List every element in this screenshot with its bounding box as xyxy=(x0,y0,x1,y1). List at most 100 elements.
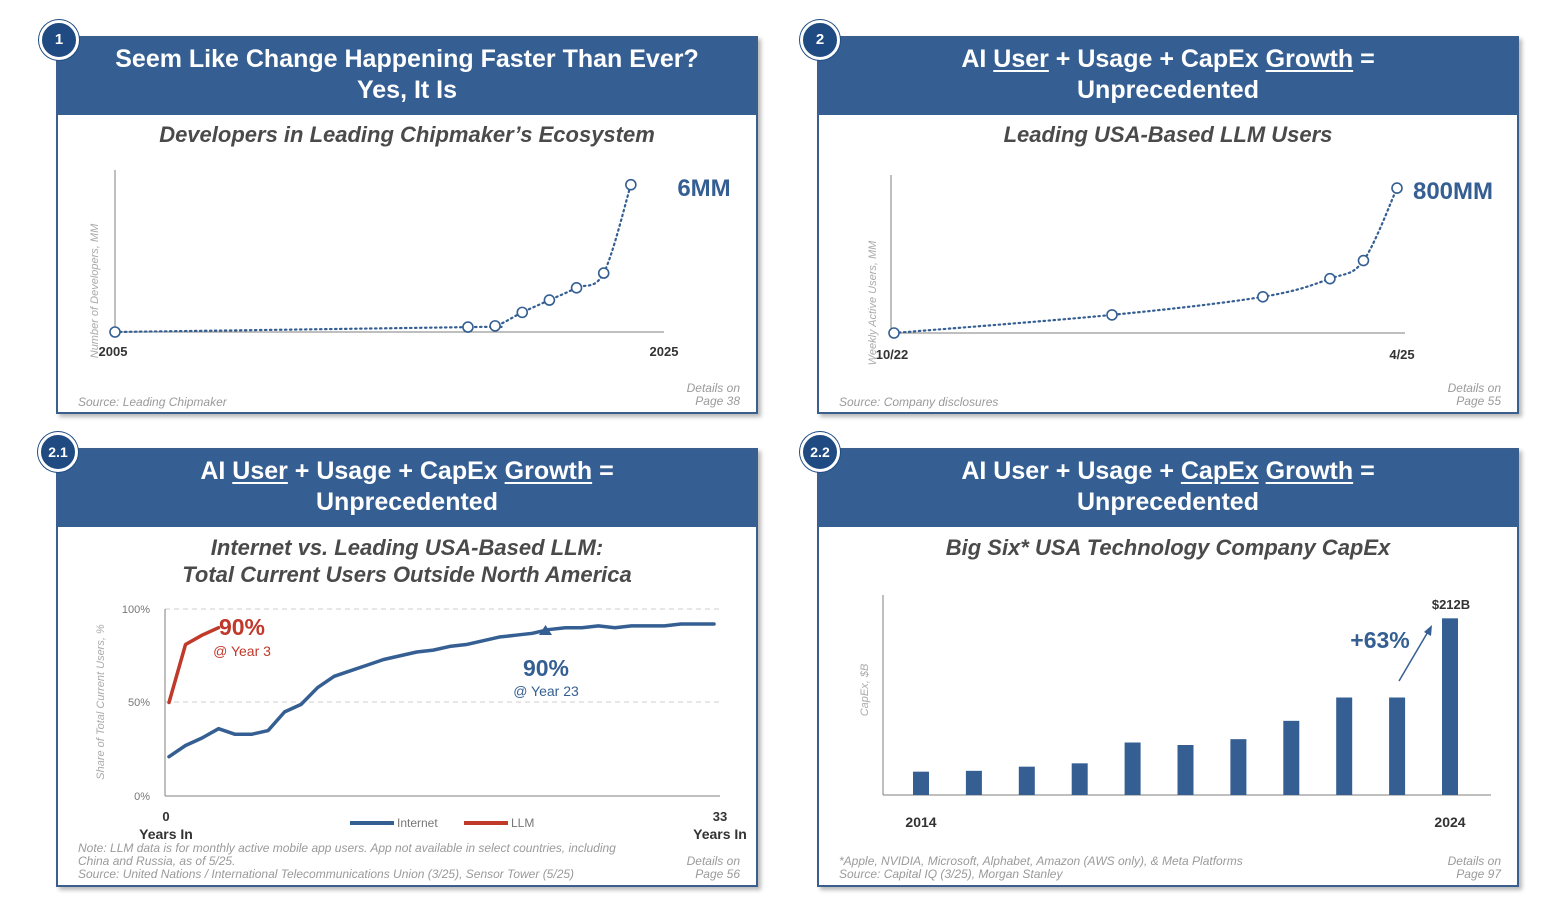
panel-number-badge: 2 xyxy=(800,20,840,60)
llm-users-line-chart: Weekly Active Users, MM 10/22 4/25 800MM xyxy=(867,175,1493,366)
details-line2: Page 38 xyxy=(695,394,740,408)
capex-bar-chart: CapEx, $B 2014 2024 $212B +63% xyxy=(859,595,1491,830)
title-text: AI xyxy=(961,45,994,73)
callout-800mm: 800MM xyxy=(1413,178,1493,205)
growth-callout: +63% xyxy=(1350,627,1409,653)
note-line1: Note: LLM data is for monthly active mob… xyxy=(78,841,616,855)
bar-2019 xyxy=(1177,745,1194,795)
internet-callout-sub: @ Year 23 xyxy=(513,683,579,699)
y-tick-0: 0% xyxy=(134,791,150,803)
bar-2024 xyxy=(1442,618,1458,795)
chart-subtitle: Big Six* USA Technology Company CapEx xyxy=(945,535,1391,560)
title-text: = xyxy=(592,457,614,485)
bar-2017 xyxy=(1071,763,1088,795)
data-point xyxy=(543,294,556,306)
title-text: = xyxy=(1353,45,1375,73)
panel-header: Seem Like Change Happening Faster Than E… xyxy=(58,38,756,115)
developers-line-chart: Number of Developers, MM 2005 2025 6MM xyxy=(89,170,731,359)
footnote-line: *Apple, NVIDIA, Microsoft, Alphabet, Ama… xyxy=(839,854,1243,868)
y-tick-100: 100% xyxy=(122,604,150,616)
data-point xyxy=(516,306,529,319)
panel-developers: Seem Like Change Happening Faster Than E… xyxy=(56,36,758,414)
details-line1: Details on xyxy=(686,854,740,868)
x-tick-end: 2025 xyxy=(650,344,679,359)
title-text: AI xyxy=(200,457,233,485)
x-caption-end: Years In xyxy=(693,826,747,842)
x-caption-start: Years In xyxy=(139,826,193,842)
panel-header: AI User + Usage + CapEx Growth = Unprece… xyxy=(819,450,1517,527)
chart-subtitle: Leading USA-Based LLM Users xyxy=(1003,122,1333,147)
llm-series-line xyxy=(167,625,221,705)
title-text: + Usage + CapEx xyxy=(287,457,505,485)
title-text: + Usage + CapEx xyxy=(1048,45,1266,73)
legend-label-internet: Internet xyxy=(397,816,438,830)
data-point xyxy=(570,282,583,294)
chart-subtitle: Internet vs. Leading USA-Based LLM: Tota… xyxy=(58,534,756,588)
panel-title-line2: Unprecedented xyxy=(1077,488,1259,516)
details-line1: Details on xyxy=(1447,381,1501,395)
data-point xyxy=(888,327,900,339)
subtitle-line2: Total Current Users Outside North Americ… xyxy=(182,562,632,587)
growth-arrow-icon xyxy=(1398,629,1430,682)
data-point xyxy=(489,320,501,332)
x-tick-end: 4/25 xyxy=(1389,347,1414,362)
panel-header: AI User + Usage + CapEx Growth = Unprece… xyxy=(819,38,1517,115)
details-line2: Page 55 xyxy=(1456,394,1501,408)
details-line2: Page 97 xyxy=(1456,867,1501,881)
data-point xyxy=(1357,254,1370,267)
panel-title-line1: Seem Like Change Happening Faster Than E… xyxy=(115,45,699,73)
footnote-note: *Apple, NVIDIA, Microsoft, Alphabet, Ama… xyxy=(839,855,1243,881)
panel-header: AI User + Usage + CapEx Growth = Unprece… xyxy=(58,450,756,527)
legend-label-llm: LLM xyxy=(511,816,534,830)
llm-callout-value: 90% xyxy=(219,614,265,640)
x-tick-start: 2005 xyxy=(99,344,128,359)
bar-2020 xyxy=(1230,739,1247,795)
internet-vs-llm-line-chart: Share of Total Current Users, % 100% 50%… xyxy=(95,604,747,842)
data-point xyxy=(625,178,637,191)
x-tick-end: 33 xyxy=(713,809,727,824)
bar-top-label: $212B xyxy=(1432,597,1470,612)
x-tick-start: 0 xyxy=(162,809,169,824)
data-point xyxy=(1391,182,1403,194)
bar-2021 xyxy=(1283,720,1300,795)
panel-number-badge: 1 xyxy=(39,20,79,60)
details-line1: Details on xyxy=(686,381,740,395)
bar-2023 xyxy=(1389,697,1406,795)
title-underlined-growth: Growth xyxy=(1265,457,1354,485)
panel-title-line2: Yes, It Is xyxy=(356,76,458,104)
title-underlined-user: User xyxy=(993,45,1049,73)
internet-series-line xyxy=(167,622,716,759)
source-note: Source: Capital IQ (3/25), Morgan Stanle… xyxy=(839,867,1063,881)
title-text: AI User + Usage + xyxy=(961,457,1181,485)
data-point xyxy=(1324,272,1336,285)
series-line xyxy=(113,183,632,334)
details-line1: Details on xyxy=(1447,854,1501,868)
source-note: Source: Company disclosures xyxy=(839,395,999,409)
series-line xyxy=(892,187,1399,335)
title-underlined-capex: CapEx xyxy=(1180,457,1259,485)
title-underlined-growth: Growth xyxy=(504,457,593,485)
panel-title-line1: AI User + Usage + CapEx Growth = xyxy=(829,44,1507,75)
panel-title-line2: Unprecedented xyxy=(1077,76,1259,104)
panel-number-badge: 2.2 xyxy=(800,432,840,472)
bar-2015 xyxy=(965,770,982,795)
data-point xyxy=(1257,290,1269,303)
panel-number-badge: 2.1 xyxy=(38,432,78,472)
internet-callout-value: 90% xyxy=(523,655,569,681)
details-reference: Details on Page 38 xyxy=(687,382,740,408)
data-point xyxy=(109,326,121,338)
arrowhead-icon xyxy=(1424,625,1432,636)
panel-title-line1: AI User + Usage + CapEx Growth = xyxy=(68,456,746,487)
data-point xyxy=(1106,309,1118,321)
source-note: Source: United Nations / International T… xyxy=(78,867,575,881)
data-point xyxy=(462,321,474,333)
y-axis-label: Weekly Active Users, MM xyxy=(867,240,879,366)
bar-2018 xyxy=(1124,742,1141,795)
llm-callout-sub: @ Year 3 xyxy=(213,643,271,659)
y-axis-label: Share of Total Current Users, % xyxy=(95,624,107,780)
details-reference: Details on Page 55 xyxy=(1448,382,1501,408)
footnote-note: Note: LLM data is for monthly active mob… xyxy=(78,842,616,881)
title-text: = xyxy=(1353,457,1375,485)
panel-llm-users: AI User + Usage + CapEx Growth = Unprece… xyxy=(817,36,1519,414)
x-tick-start: 2014 xyxy=(905,814,936,830)
